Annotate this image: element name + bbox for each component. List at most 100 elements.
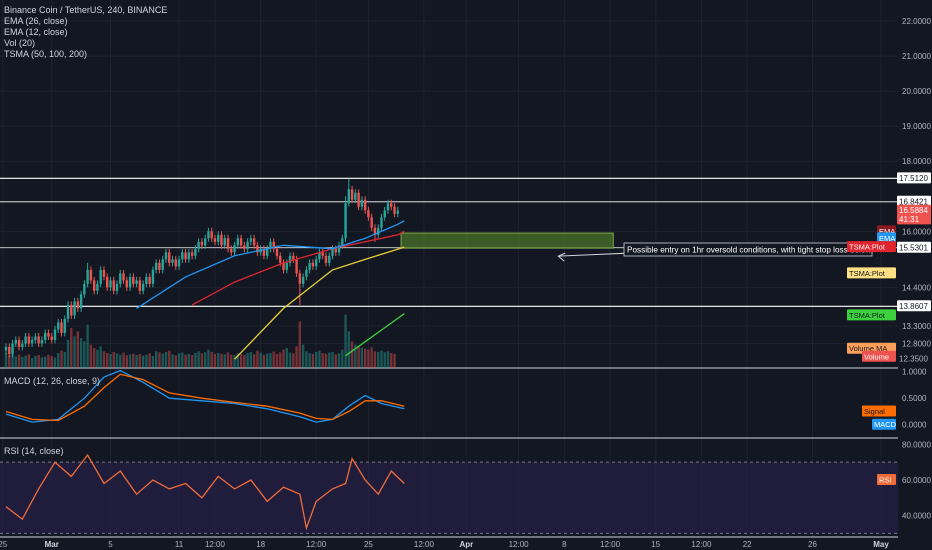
series-tag-text: Signal [864, 407, 885, 416]
volume-bar [266, 353, 269, 368]
candle-body [92, 280, 96, 291]
indicator-volume-label[interactable]: Vol (20) [4, 38, 36, 48]
candle-body [220, 234, 223, 246]
volume-bar [197, 351, 200, 368]
candle-body [305, 269, 308, 277]
chart-legend: Binance Coin / TetherUS, 240, BINANCE EM… [4, 5, 167, 60]
symbol-title[interactable]: Binance Coin / TetherUS, 240, BINANCE [4, 5, 168, 15]
rsi-axis-tick: 60.0000 [902, 476, 931, 485]
candle-body [50, 336, 53, 340]
volume-bar [145, 354, 148, 368]
macd-axis-tick: 1.0000 [902, 368, 927, 377]
time-axis-tick: 12:00 [414, 540, 435, 549]
candle-body [347, 189, 351, 204]
series-tag [847, 309, 896, 321]
candle-body [308, 262, 311, 270]
candle-body [168, 252, 171, 263]
volume-bar [112, 352, 115, 368]
volume-bar [43, 356, 47, 368]
volume-bar [298, 321, 302, 368]
candle-body [132, 276, 135, 284]
volume-bar [92, 348, 96, 368]
candle-body [363, 199, 367, 211]
candle-body [190, 252, 194, 256]
volume-bar [341, 349, 344, 368]
price-axis-tag [897, 195, 931, 207]
volume-bar [292, 353, 295, 368]
candle-body [275, 248, 279, 256]
volume-bar [122, 352, 125, 368]
candle-body [396, 210, 399, 214]
time-axis-tick: Mar [45, 540, 59, 549]
volume-bar [383, 352, 386, 368]
rsi-pane-title[interactable]: RSI (14, close) [4, 446, 64, 456]
entry-zone [400, 232, 614, 249]
candle-body [331, 248, 334, 256]
volume-bar [249, 352, 253, 368]
candle-body [301, 276, 305, 284]
volume-bar [363, 348, 367, 368]
volume-bar [321, 353, 324, 368]
series-tag-text: Volume [864, 352, 889, 361]
series-tag-text: EMA [879, 234, 895, 243]
candle-body [47, 332, 50, 337]
candle-body [141, 283, 145, 291]
series-tag-text: TSMA:Plot [849, 243, 886, 252]
volume-bar [187, 354, 191, 368]
time-axis-tick: 5 [108, 540, 113, 549]
candle-body [164, 252, 168, 260]
volume-bar [200, 353, 204, 368]
time-axis-tick: 12:00 [600, 540, 621, 549]
volume-bar [14, 356, 17, 368]
candle-body [213, 238, 217, 242]
volume-bar [53, 357, 57, 368]
volume-bar [89, 344, 93, 368]
volume-bar [226, 352, 230, 368]
time-axis-tick: 25 [364, 540, 373, 549]
series-tag [872, 418, 896, 430]
annotation-arrowhead [557, 252, 566, 262]
price-series-line-0 [191, 230, 405, 306]
time-axis-tick: 11 [175, 540, 184, 549]
volume-bar [109, 354, 112, 368]
series-tag-text: TSMA:Plot [849, 311, 886, 320]
candle-body [17, 339, 21, 347]
candle-body [106, 276, 109, 288]
volume-bar [181, 352, 184, 368]
volume-bar [132, 353, 135, 368]
volume-bar [370, 347, 373, 368]
series-tag [862, 405, 896, 417]
volume-bar [86, 324, 89, 368]
volume-bar [347, 331, 351, 368]
candle-body [207, 231, 210, 239]
series-tag [877, 232, 896, 244]
series-tag [862, 350, 896, 362]
candle-body [102, 269, 106, 277]
indicator-ema12-label[interactable]: EMA (12, close) [4, 27, 68, 37]
time-axis-tick: 8 [562, 540, 567, 549]
time-axis-tick: May [873, 540, 889, 549]
volume-bar [350, 341, 354, 368]
volume-bar [190, 355, 194, 368]
volume-bar [168, 350, 171, 368]
candle-body [344, 203, 347, 239]
price-axis-tick: 20.0000 [902, 87, 931, 96]
candle-body [24, 336, 27, 344]
volume-bar [344, 314, 347, 368]
volume-bar [17, 354, 21, 368]
candle-body [262, 248, 266, 256]
indicator-ema26-label[interactable]: EMA (26, close) [4, 16, 68, 26]
macd-pane-title[interactable]: MACD (12, 26, close, 9) [4, 376, 101, 386]
price-axis-tick: 21.0000 [902, 52, 931, 61]
volume-bar [158, 352, 161, 368]
candle-body [187, 252, 191, 260]
time-axis-tick: 12:00 [205, 540, 226, 549]
series-tag-text: TSMA:Plot [849, 269, 886, 278]
series-tag [847, 241, 896, 253]
volume-bar [99, 346, 102, 368]
indicator-tsma-label[interactable]: TSMA (50, 100, 200) [4, 49, 88, 59]
candle-body [314, 259, 318, 267]
candle-body [370, 217, 373, 228]
volume-bar [328, 352, 331, 368]
